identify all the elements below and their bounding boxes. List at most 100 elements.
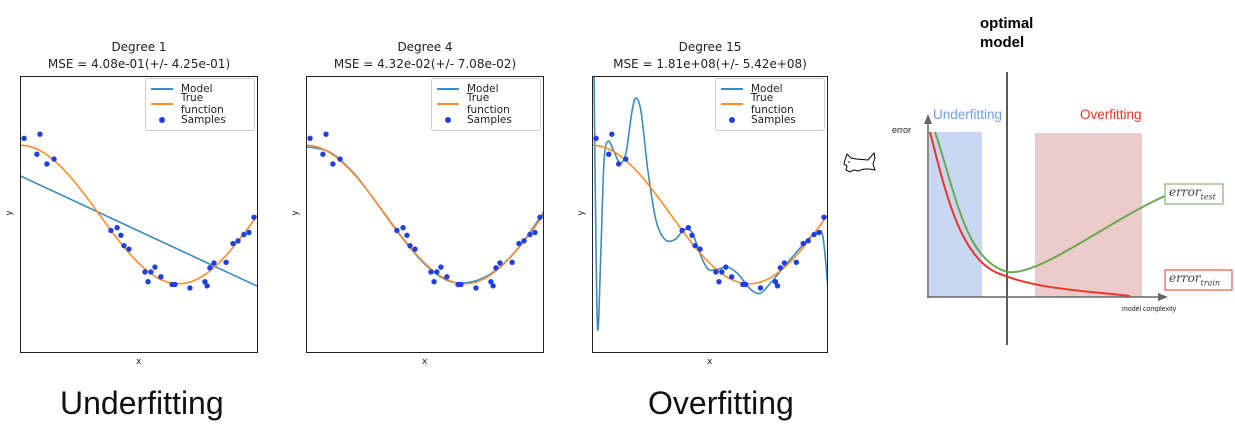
sample-point [723, 264, 729, 270]
caption-overfitting: Overfitting [648, 385, 794, 421]
x-axis-label: x [707, 357, 713, 367]
optimal-model-label: optimal model [980, 14, 1033, 52]
legend-samples-marker [159, 116, 165, 123]
legend-label: Samples [751, 113, 796, 126]
sample-point [516, 240, 522, 247]
x-axis-label: x [422, 357, 428, 367]
sample-point [444, 274, 450, 280]
legend-model: Model [151, 81, 249, 97]
legend-true-function: True function [437, 92, 535, 116]
true-function-line [306, 144, 544, 285]
sample-point [793, 259, 800, 265]
sample-point [211, 260, 217, 266]
sample-point [532, 229, 538, 236]
sample-point [204, 283, 210, 289]
error-axis-label: error [892, 125, 912, 135]
legend-label: Model [181, 82, 213, 95]
sample-point [207, 265, 213, 271]
sample-point [251, 214, 257, 220]
sample-point [713, 269, 719, 275]
sample-point [51, 156, 57, 162]
train-label-base: error [1169, 271, 1201, 285]
legend-label: Model [467, 82, 499, 95]
sample-point [44, 161, 50, 167]
sample-point [114, 224, 120, 231]
sample-point [108, 227, 114, 234]
sample-point [623, 156, 629, 162]
sample-point [202, 278, 208, 285]
sample-point [235, 238, 241, 244]
x-axis-label: x [136, 357, 142, 367]
legend-model-swatch [437, 87, 459, 90]
legend-samples: Samples [151, 112, 249, 128]
test-error-curve [934, 131, 1166, 274]
sample-point [152, 264, 158, 270]
sample-point [118, 232, 124, 238]
plot-area [592, 76, 828, 353]
sample-point [757, 285, 764, 291]
sample-point [145, 278, 151, 285]
underfitting-label: Underfitting [933, 107, 1003, 122]
test-label-sub: test [1200, 192, 1216, 202]
complexity-axis-label: model complexity [1122, 306, 1177, 313]
sample-point [121, 242, 127, 249]
sample-point [246, 229, 252, 236]
sample-point [223, 259, 229, 265]
sample-point [187, 285, 193, 291]
legend-model: Model [437, 81, 535, 97]
plot-panel: Model True function Samples y x [291, 76, 544, 367]
sample-point [679, 227, 685, 234]
legend-true-swatch [151, 103, 173, 106]
plot-degree: Degree 1 [111, 40, 167, 54]
sample-point [488, 278, 494, 285]
sample-point [458, 281, 464, 288]
plot-frame [306, 76, 544, 353]
sample-point [148, 269, 154, 275]
legend-samples: Samples [437, 112, 535, 128]
legend: Model True function Samples [715, 78, 825, 131]
sample-point [493, 265, 499, 271]
sample-point [719, 269, 725, 275]
y-axis-arrow [924, 114, 932, 124]
train-label-sub: train [1200, 278, 1221, 288]
sample-point [729, 274, 735, 280]
sample-point [337, 156, 343, 162]
sample-point [330, 161, 336, 167]
test-label-box [1164, 183, 1224, 205]
legend-model: Model [721, 81, 819, 97]
sample-point [816, 229, 822, 236]
sample-point [777, 265, 784, 271]
sample-point [805, 238, 811, 244]
plot-degree: Degree 15 [678, 40, 742, 54]
true-function-line [592, 144, 828, 285]
train-label-box [1164, 269, 1233, 291]
plot-panel: Model True function Samples y x [577, 76, 828, 367]
optimal-label-line2: model [980, 34, 1025, 51]
plot-title: Degree 15 MSE = 1.81e+08(+/- 5.42e+08) [560, 39, 860, 73]
legend-true-swatch [437, 103, 459, 106]
plot-title: Degree 1 MSE = 4.08e-01(+/- 4.25e-01) [0, 39, 289, 73]
sample-point [537, 214, 543, 220]
sample-point [428, 269, 434, 275]
plot-frame [592, 76, 828, 353]
sample-point [772, 278, 779, 285]
sample-point [811, 231, 817, 238]
sample-point [685, 224, 691, 231]
legend-true-swatch [721, 103, 743, 106]
plot-mse: MSE = 1.81e+08(+/- 5.42e+08) [613, 57, 807, 71]
sample-point [323, 131, 329, 137]
legend-label: True function [180, 92, 224, 117]
legend-samples: Samples [721, 112, 819, 128]
sample-point [404, 232, 410, 238]
sample-point [438, 264, 444, 270]
sample-point [431, 278, 437, 285]
legend-model-swatch [721, 87, 743, 90]
sample-point [497, 260, 503, 266]
sample-point [394, 227, 400, 234]
train-error-label: errortrain [1169, 271, 1220, 287]
sample-point [37, 131, 43, 137]
sample-point [142, 269, 148, 275]
plot-area [306, 76, 544, 353]
